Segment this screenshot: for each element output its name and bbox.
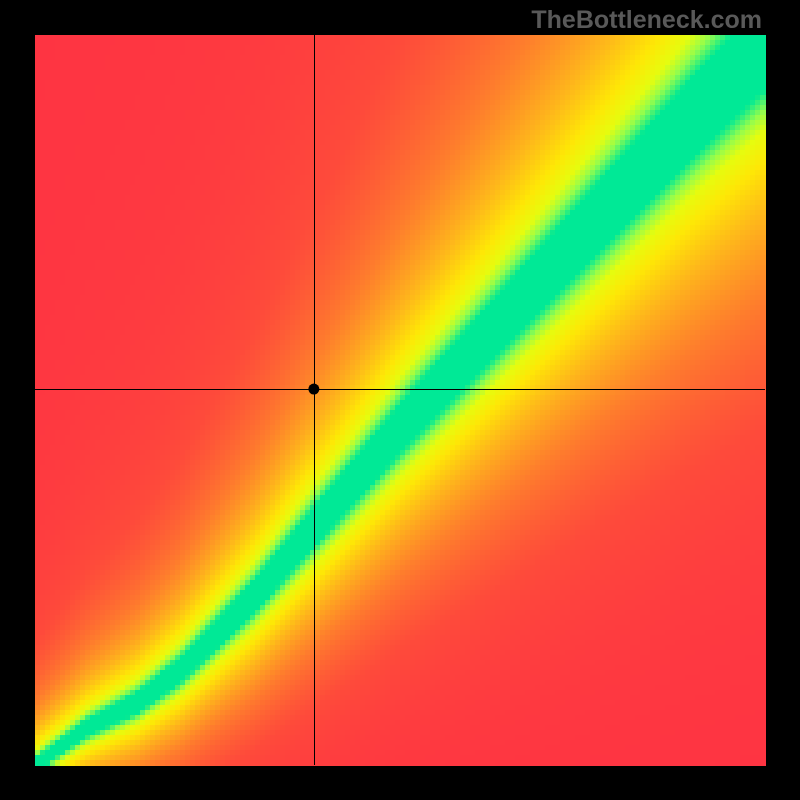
watermark-label: TheBottleneck.com <box>531 6 762 35</box>
bottleneck-heatmap <box>0 0 800 800</box>
